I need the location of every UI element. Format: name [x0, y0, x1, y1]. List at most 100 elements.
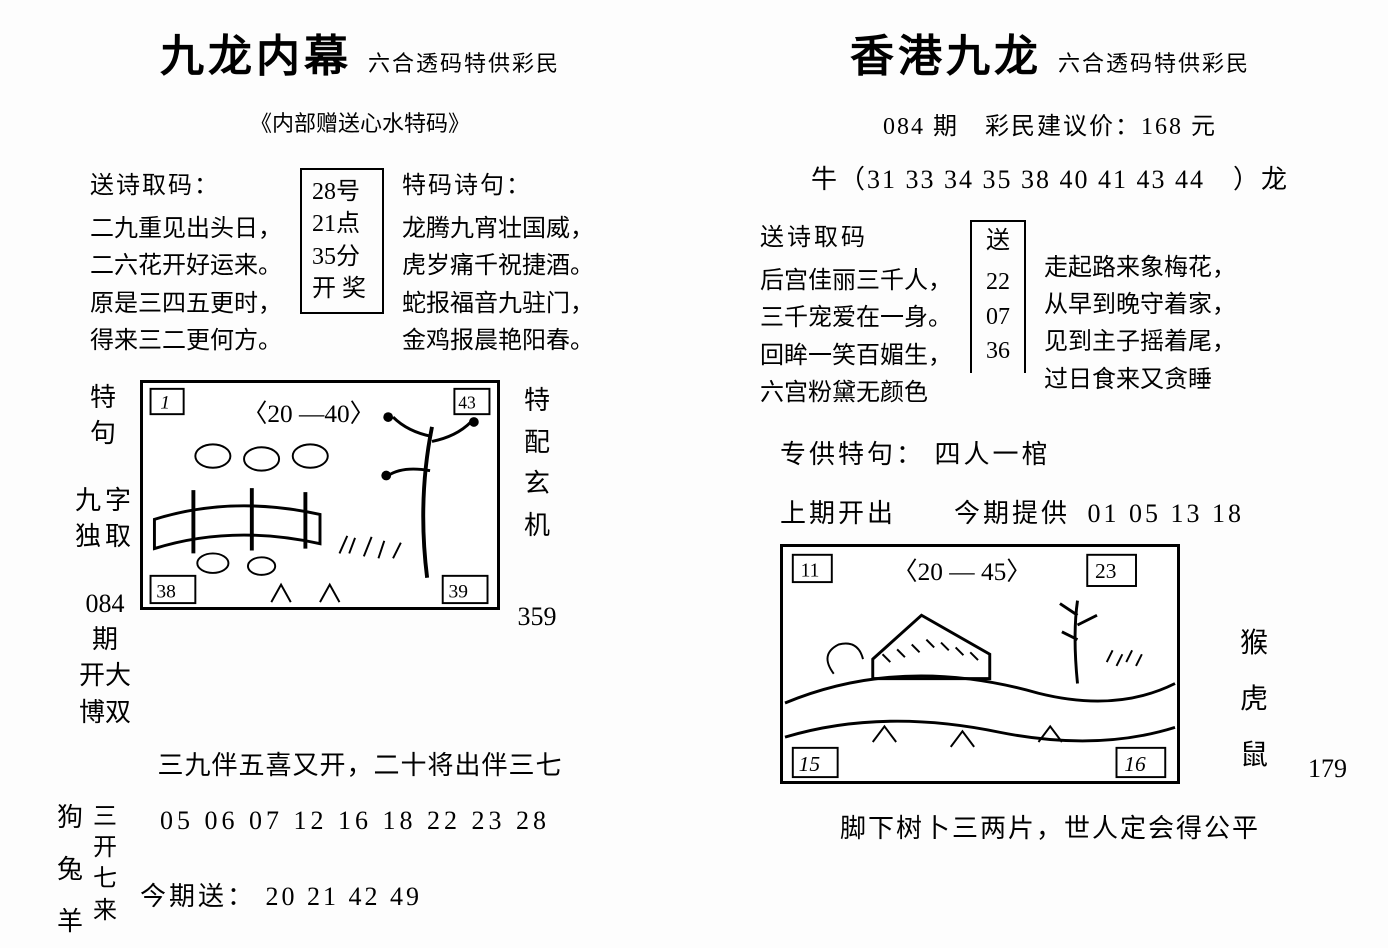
right-numline: 牛（31 33 34 35 38 40 41 43 44 ）龙 [740, 159, 1360, 196]
timebox-l3: 35分 [312, 241, 372, 273]
left-poem1: 送诗取码： 二九重见出头日， 二六花开好运来。 原是三四五更时， 得来三二更何方… [90, 168, 282, 360]
rsk-br: 16 [1124, 752, 1146, 776]
poem2-l3: 蛇报福音九驻门， [402, 286, 594, 323]
rsk-tr: 23 [1095, 559, 1116, 583]
left-poem-row: 送诗取码： 二九重见出头日， 二六花开好运来。 原是三四五更时， 得来三二更何方… [40, 168, 680, 360]
left-bottom-text: 05 06 07 12 16 18 22 23 28 今期送： 20 21 42… [120, 792, 680, 948]
left-page: 九龙内幕 六合透码特供彩民 《内部赠送心水特码》 送诗取码： 二九重见出头日， … [40, 10, 680, 948]
songbox-hd: 送 [972, 220, 1024, 261]
anim1: 狗 [50, 792, 90, 844]
rp1-4: 六宫粉黛无颜色 [760, 375, 952, 412]
anim3: 羊 [50, 896, 90, 948]
r-poem1-label: 送诗取码 [760, 220, 952, 257]
ranim3: 鼠 [1240, 728, 1268, 784]
left-title: 九龙内幕 [160, 20, 352, 84]
songbox-n3: 36 [986, 334, 1010, 369]
rp1-1: 后宫佳丽三千人， [760, 263, 952, 300]
animals-col: 狗 兔 羊 [50, 792, 90, 948]
left-numline: 05 06 07 12 16 18 22 23 28 [160, 806, 680, 836]
left-mid-row: 特 句 九字独取 084 期 开大博双 1 〈20 —40〉 43 [40, 380, 680, 731]
kdb: 开大博双 [70, 658, 140, 731]
poem1-l1: 二九重见出头日， [90, 211, 282, 248]
left-title-row: 九龙内幕 六合透码特供彩民 [40, 20, 680, 84]
vc3: 七 [90, 864, 120, 895]
poem1-l2: 二六花开好运来。 [90, 248, 282, 285]
sk-range: 〈20 —40〉 [242, 400, 375, 428]
rp2-4: 过日食来又贪睡 [1044, 362, 1236, 399]
rp1-2: 三千宠爱在一身。 [760, 300, 952, 337]
right-subtitle: 六合透码特供彩民 [1058, 46, 1250, 78]
rv3: 玄 [512, 463, 562, 505]
vert-top: 特 句 [70, 380, 140, 453]
issue: 084 期 [70, 586, 140, 659]
special-line: 专供特句： 四人一棺 [740, 434, 1360, 471]
rsk-bl: 15 [799, 752, 821, 776]
time-box: 28号 21点 35分 开奖 [300, 168, 384, 314]
vert-bot: 九字独取 [70, 483, 140, 556]
songbox-n1: 22 [986, 265, 1010, 300]
right-issue: 084 期 彩民建议价：168 元 [740, 106, 1360, 141]
poem2-l1: 龙腾九宵壮国威， [402, 211, 594, 248]
sketch-svg: 1 〈20 —40〉 43 [143, 383, 497, 607]
left-couplet: 三九伴五喜又开，二十将出伴三七 [40, 745, 680, 782]
right-title-row: 香港九龙 六合透码特供彩民 [740, 20, 1360, 84]
left-bottom-row: 狗 兔 羊 三 开 七 来 05 06 07 12 16 18 22 23 28… [40, 792, 680, 948]
song-box: 送 22 07 36 [970, 220, 1026, 373]
left-poem2: 特码诗句： 龙腾九宵壮国威， 虎岁痛千祝捷酒。 蛇报福音九驻门， 金鸡报晨艳阳春… [402, 168, 594, 360]
right-poem1: 送诗取码 后宫佳丽三千人， 三千宠爱在一身。 回眸一笑百媚生， 六宫粉黛无颜色 [760, 220, 952, 412]
sk-br: 39 [449, 581, 468, 602]
prev-nums: 01 05 13 18 [1088, 499, 1245, 528]
rp2-2: 从早到晚守着家， [1044, 287, 1236, 324]
left-vert-col: 特 句 九字独取 084 期 开大博双 [70, 380, 140, 731]
timebox-l4: 开奖 [312, 273, 372, 305]
right-bottom: 脚下树卜三两片，世人定会得公平 [740, 808, 1360, 845]
timebox-l2: 21点 [312, 208, 372, 240]
rp2-1: 走起路来象梅花， [1044, 250, 1236, 287]
right-poem2: 走起路来象梅花， 从早到晚守着家， 见到主子摇着尾， 过日食来又贪睡 [1044, 250, 1236, 399]
send-nums: 20 21 42 49 [266, 882, 423, 911]
ranim2: 虎 [1240, 672, 1268, 728]
poem2-l2: 虎岁痛千祝捷酒。 [402, 248, 594, 285]
right-sketch-row: 11 〈20 — 45〉 23 15 16 [740, 544, 1360, 784]
vc4: 来 [90, 896, 120, 927]
rv4: 机 [512, 505, 562, 547]
left-subtitle: 六合透码特供彩民 [368, 46, 560, 78]
vc2: 开 [90, 833, 120, 864]
special-text: 四人一棺 [935, 440, 1051, 469]
poem1-l4: 得来三二更何方。 [90, 323, 282, 360]
left-sketch-wrap: 1 〈20 —40〉 43 [140, 380, 500, 731]
anim2: 兔 [50, 844, 90, 896]
left-sketch: 1 〈20 —40〉 43 [140, 380, 500, 610]
ranim1: 猴 [1240, 616, 1268, 672]
poem1-l3: 原是三四五更时， [90, 286, 282, 323]
right-page: 香港九龙 六合透码特供彩民 084 期 彩民建议价：168 元 牛（31 33 … [740, 10, 1360, 845]
vcol-small: 三 开 七 来 [90, 802, 120, 948]
rp1-3: 回眸一笑百媚生， [760, 338, 952, 375]
poem1-label: 送诗取码： [90, 168, 282, 205]
left-right-vert: 特 配 玄 机 359 [512, 380, 562, 731]
prev-line: 上期开出 今期提供 01 05 13 18 [740, 493, 1360, 530]
special-label: 专供特句： [780, 440, 925, 469]
rsk-tl: 11 [801, 560, 820, 581]
right-sketch: 11 〈20 — 45〉 23 15 16 [780, 544, 1180, 784]
rv2: 配 [512, 422, 562, 464]
rp2-3: 见到主子摇着尾， [1044, 324, 1236, 361]
right-poem-row: 送诗取码 后宫佳丽三千人， 三千宠爱在一身。 回眸一笑百媚生， 六宫粉黛无颜色 … [740, 220, 1360, 412]
timebox-l1: 28号 [312, 176, 372, 208]
vc1: 三 [90, 802, 120, 833]
right-animals: 猴 虎 鼠 [1240, 616, 1268, 784]
sk-bl: 38 [156, 581, 175, 602]
poem2-l4: 金鸡报晨艳阳春。 [402, 323, 594, 360]
sk-tr: 43 [458, 392, 476, 412]
num179: 179 [1308, 754, 1347, 784]
left-subhead: 《内部赠送心水特码》 [40, 106, 680, 138]
sk-tl: 1 [160, 392, 170, 413]
rsk-range: 〈20 — 45〉 [892, 558, 1031, 586]
r-sketch-svg: 11 〈20 — 45〉 23 15 16 [783, 547, 1177, 781]
songbox-n2: 07 [986, 300, 1010, 335]
right-title: 香港九龙 [850, 20, 1042, 84]
rv1: 特 [512, 380, 562, 422]
poem2-label: 特码诗句： [402, 168, 594, 205]
num359: 359 [512, 596, 562, 638]
prev-label: 上期开出 今期提供 [780, 499, 1070, 528]
